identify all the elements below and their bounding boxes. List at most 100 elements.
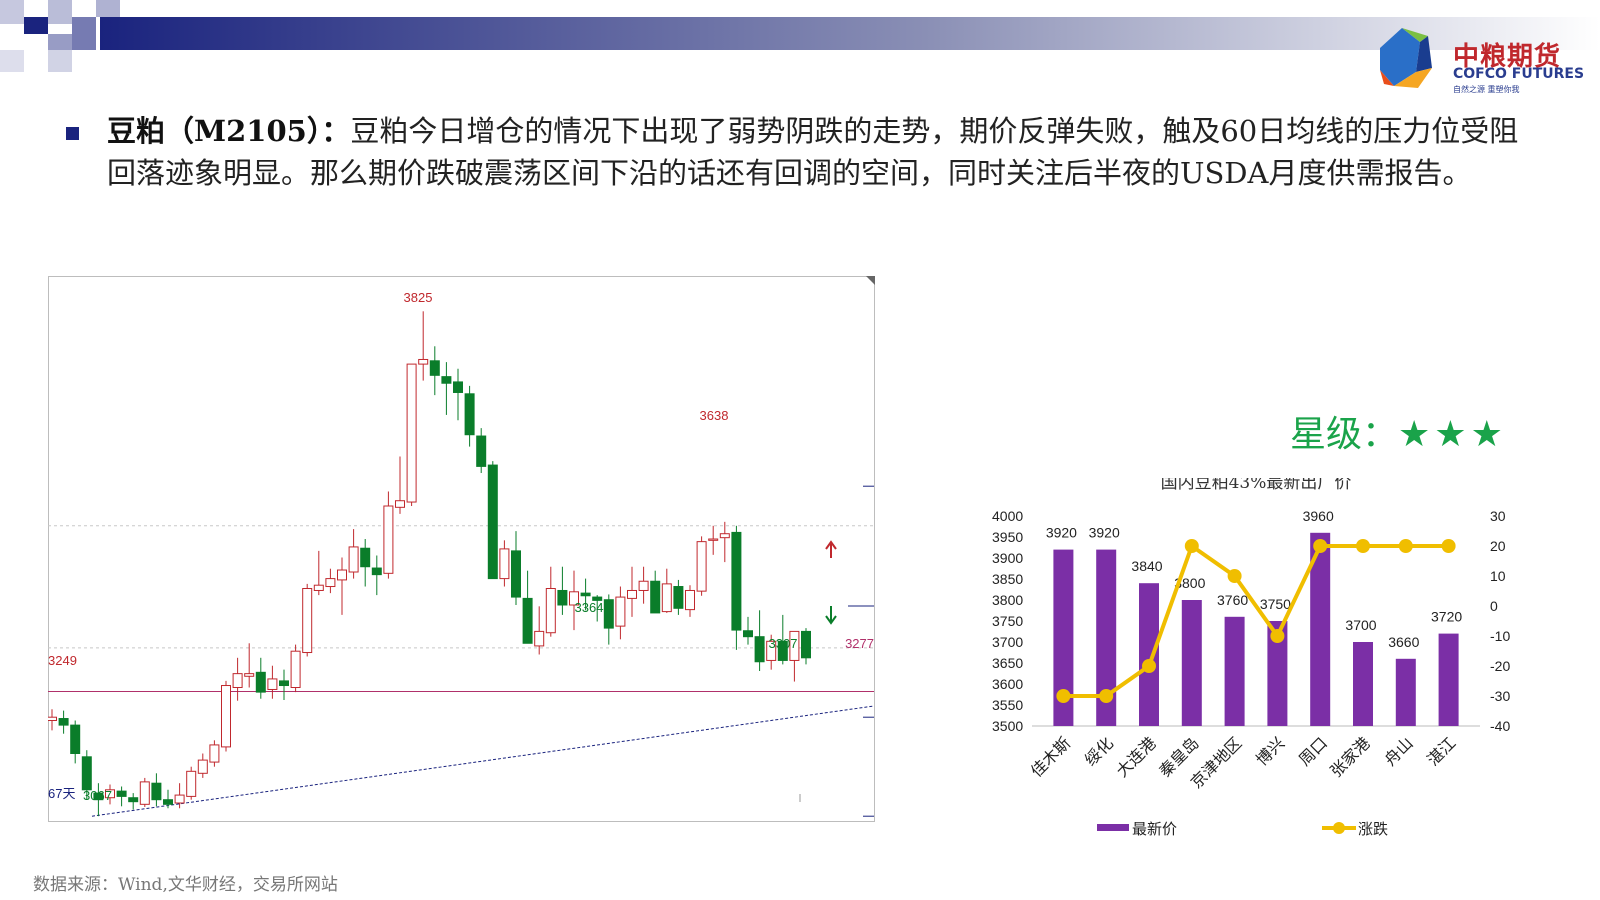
bar xyxy=(1181,600,1202,726)
y-left-tick-label: 3750 xyxy=(992,613,1023,629)
y-left-tick-label: 3950 xyxy=(992,529,1023,545)
corner-marker xyxy=(866,276,875,285)
rating-label: 星级： xyxy=(1290,414,1399,455)
change-point xyxy=(1184,539,1199,553)
category-label: 湛江 xyxy=(1423,733,1459,769)
candle-body xyxy=(70,724,81,754)
y-left-tick-label: 3900 xyxy=(992,550,1023,566)
candle-body xyxy=(731,531,742,631)
candle-body xyxy=(777,640,788,661)
bar-value-label: 3750 xyxy=(1260,596,1291,612)
candle-body xyxy=(476,435,487,467)
candle-body xyxy=(232,673,243,689)
trend-line xyxy=(91,705,875,817)
header-bar xyxy=(0,0,1600,72)
y-right-tick-label: -20 xyxy=(1490,658,1510,674)
commentary-paragraph: 豆粕（M2105）：豆粕今日增仓的情况下出现了弱势阴跌的走势，期价反弹失败，触及… xyxy=(107,110,1547,194)
candlestick-chart: 3825 3638 3364 3307 3249 3277 3067 67天 xyxy=(48,276,875,822)
y-left-tick-label: 3800 xyxy=(992,592,1023,608)
price-bar-chart: 国内豆粕43%最新出厂价 3500 3550 3600 3650 3700 3750 3800… xyxy=(992,478,1510,838)
bar xyxy=(1224,616,1245,726)
candle-body xyxy=(255,671,266,693)
y-right-tick-label: -40 xyxy=(1490,718,1510,734)
category-label: 佳木斯 xyxy=(1027,733,1074,780)
candle-body xyxy=(580,592,591,597)
label-last: 3277 xyxy=(845,636,874,651)
category-label: 大连港 xyxy=(1112,733,1159,780)
change-point xyxy=(1398,539,1413,553)
candle-body xyxy=(464,393,475,436)
data-source-note: 数据来源：Wind,文华财经，交易所网站 xyxy=(33,875,338,895)
candle-body xyxy=(360,547,371,568)
bar xyxy=(1267,621,1288,726)
candle-body xyxy=(128,797,139,803)
logo-slogan: 自然之源 重塑你我 xyxy=(1453,85,1520,94)
y-left-tick-label: 3500 xyxy=(992,718,1023,734)
candle-body xyxy=(244,673,255,677)
candle-body xyxy=(325,578,336,588)
candle-body xyxy=(209,744,220,763)
change-line xyxy=(1063,542,1449,698)
candle-body xyxy=(453,381,463,393)
candle-body xyxy=(754,636,765,663)
y-left-tick-label: 3550 xyxy=(992,697,1023,713)
y-right-tick-label: -30 xyxy=(1490,688,1510,704)
label-secondary-high: 3638 xyxy=(700,408,729,423)
commentary-text: 豆粕今日增仓的情况下出现了弱势阴跌的走势，期价反弹失败，触及60日均线的压力位受… xyxy=(107,114,1519,190)
bar-value-label: 3840 xyxy=(1131,558,1162,574)
candle-body xyxy=(627,589,637,599)
candle-body xyxy=(638,580,649,591)
change-point xyxy=(1270,629,1285,643)
bar xyxy=(1310,532,1331,726)
candle-body xyxy=(650,580,661,614)
label-high: 3825 xyxy=(404,290,433,305)
chart-frame xyxy=(48,276,875,822)
candle-body xyxy=(487,464,498,580)
y-right-tick-label: -10 xyxy=(1490,628,1510,644)
bar-value-label: 3660 xyxy=(1388,634,1419,650)
bar-value-label: 3920 xyxy=(1089,525,1120,541)
category-label: 绥化 xyxy=(1081,733,1117,769)
label-trough: 3364 xyxy=(575,600,604,615)
legend-bar-label: 最新价 xyxy=(1132,820,1177,838)
bar-value-label: 3920 xyxy=(1046,525,1077,541)
candle-body xyxy=(279,680,289,687)
candle-body xyxy=(603,599,614,629)
label-support: 3249 xyxy=(48,653,77,668)
candle-body xyxy=(673,586,684,609)
label-period: 67天 xyxy=(48,786,75,801)
legend-line-label: 涨跌 xyxy=(1358,820,1388,838)
y-right-tick-label: 0 xyxy=(1490,598,1498,614)
candle-body xyxy=(522,597,533,644)
y-right-tick-label: 30 xyxy=(1490,508,1506,524)
candle-body xyxy=(139,781,150,805)
bullet-square xyxy=(66,127,79,140)
candle-body xyxy=(685,589,695,611)
candle-body xyxy=(789,630,800,661)
candle-body xyxy=(557,589,568,606)
candle-body xyxy=(545,588,556,634)
legend-line-marker xyxy=(1333,822,1345,834)
candle-body xyxy=(766,640,777,661)
category-label: 周口 xyxy=(1295,733,1331,769)
change-point xyxy=(1313,539,1328,553)
candle-body xyxy=(371,567,382,576)
bar-value-label: 3720 xyxy=(1431,609,1462,625)
candle-body xyxy=(267,678,278,690)
bar-value-label: 3960 xyxy=(1303,508,1334,524)
label-recent-low: 3307 xyxy=(769,636,798,651)
candle-body xyxy=(151,782,162,801)
logo-cn: 中粮期货 xyxy=(1453,42,1562,72)
candle-body xyxy=(743,630,753,638)
y-right-tick-label: 10 xyxy=(1490,568,1506,584)
candle-body xyxy=(418,358,429,365)
candle-body xyxy=(163,799,173,805)
candle-body xyxy=(81,756,92,791)
candle-body xyxy=(661,583,672,613)
candle-body xyxy=(174,794,185,804)
logo-en: COFCO FUTURES xyxy=(1453,66,1585,82)
candle-body xyxy=(441,376,452,384)
y-left-tick-label: 3650 xyxy=(992,655,1023,671)
candle-body xyxy=(105,789,115,799)
change-point xyxy=(1056,689,1071,703)
